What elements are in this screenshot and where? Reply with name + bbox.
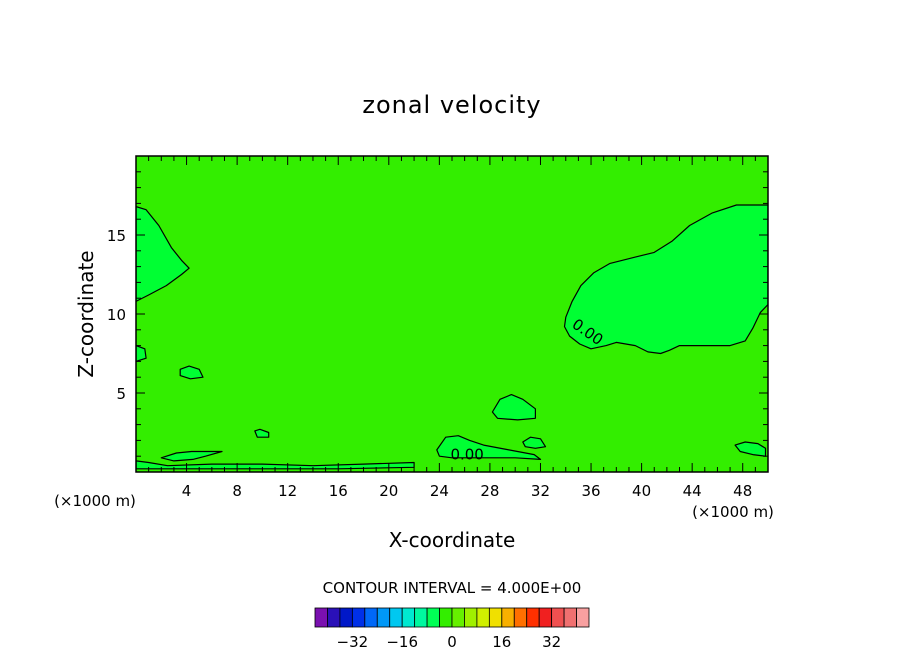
contour-region-bump-28 (491, 394, 537, 421)
colorbar-swatch (364, 607, 378, 628)
colorbar-swatch (513, 607, 528, 628)
contour-region-blob-31 (522, 436, 547, 449)
colorbar-swatch (327, 607, 341, 628)
y-tick-label: 15 (107, 227, 126, 245)
y-axis-label: Z-coordinate (74, 250, 98, 377)
x-tick-label: 24 (430, 482, 449, 500)
x-tick-label: 4 (182, 482, 192, 500)
chart-title: zonal velocity (362, 91, 541, 119)
x-tick-label: 48 (733, 482, 752, 500)
colorbar-swatch (414, 607, 428, 628)
x-tick-label: 12 (278, 482, 297, 500)
colorbar-swatch (576, 607, 590, 628)
colorbar-swatch (389, 607, 403, 628)
x-tick-label: 44 (683, 482, 702, 500)
colorbar: −32 −16 0 16 32 (314, 607, 590, 651)
x-tick-label: 36 (581, 482, 600, 500)
colorbar-swatch (464, 607, 478, 628)
x-unit-label-left: (×1000 m) (54, 492, 136, 510)
contour-label-1: 0.00 (450, 445, 483, 463)
x-axis-ticks: 4 8 12 16 20 24 28 32 36 40 44 48 (135, 156, 769, 500)
colorbar-tick-label: −32 (337, 633, 369, 651)
y-tick-label: 10 (107, 306, 126, 324)
colorbar-swatch (451, 607, 465, 628)
colorbar-swatch (401, 607, 416, 628)
colorbar-swatch (339, 607, 353, 628)
colorbar-swatch (526, 607, 540, 628)
colorbar-swatch (538, 607, 553, 628)
y-axis-ticks: 5 10 15 (107, 155, 768, 473)
x-tick-label: 8 (232, 482, 242, 500)
contour-region-blob-5 (179, 365, 204, 380)
contour-region-upper-right (563, 204, 768, 355)
contour-region-blob-right-bottom (734, 441, 767, 457)
y-tick-label: 5 (116, 385, 126, 403)
x-tick-label: 40 (632, 482, 651, 500)
contour-region-blob-10 (254, 428, 270, 438)
x-tick-label: 20 (379, 482, 398, 500)
colorbar-tick-label: −16 (386, 633, 418, 651)
x-tick-label: 28 (480, 482, 499, 500)
x-tick-label: 32 (531, 482, 550, 500)
colorbar-swatch (439, 607, 453, 628)
colorbar-swatch (376, 607, 391, 628)
colorbar-tick-label: 16 (492, 633, 511, 651)
colorbar-swatch (563, 607, 577, 628)
colorbar-tick-label: 0 (447, 633, 457, 651)
colorbar-swatch (476, 607, 490, 628)
plot-area: 0.000.00 (135, 155, 769, 473)
colorbar-swatch (426, 607, 440, 628)
colorbar-swatch (551, 607, 565, 628)
contour-interval-label: CONTOUR INTERVAL = 4.000E+00 (323, 579, 582, 597)
colorbar-swatch (488, 607, 503, 628)
x-tick-label: 16 (329, 482, 348, 500)
contour-region-band-24 (436, 435, 542, 460)
colorbar-swatch (501, 607, 515, 628)
contour-region-upper-left (136, 206, 190, 302)
contour-region-bottom-strip-wave (160, 450, 223, 462)
colorbar-swatch (351, 607, 366, 628)
x-unit-label-right: (×1000 m) (692, 503, 774, 521)
x-axis-label: X-coordinate (389, 528, 516, 552)
contour-region-edge-blob-left (136, 345, 147, 362)
colorbar-swatch (314, 607, 328, 628)
colorbar-tick-label: 32 (542, 633, 561, 651)
